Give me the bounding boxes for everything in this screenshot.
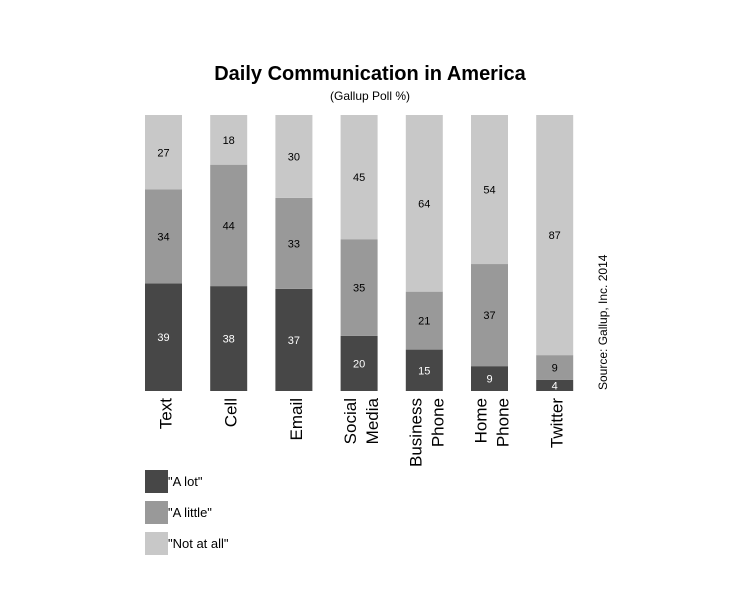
source-note: Source: Gallup, Inc. 2014 [596, 254, 610, 390]
data-label: 15 [418, 365, 430, 377]
bar-segment [471, 115, 508, 265]
data-label: 38 [223, 334, 235, 346]
legend: "A lot" "A little" "Not at all" [145, 470, 229, 555]
data-label: 27 [157, 147, 169, 159]
data-label: 54 [483, 185, 495, 197]
x-tick-label: Home [472, 398, 491, 443]
bar-segment [275, 197, 313, 289]
x-tick-label: Twitter [548, 398, 567, 448]
data-label: 21 [418, 316, 430, 328]
bar-segment [145, 283, 182, 391]
data-label: 34 [157, 231, 169, 243]
bar-segment [275, 288, 313, 391]
bar-segment [405, 349, 443, 391]
data-label: 9 [486, 374, 492, 386]
bar-segment [145, 189, 182, 284]
bar-segment [471, 366, 508, 391]
x-axis-labels: Text Cell Email Social Media Business Phone Hom… [157, 397, 567, 467]
legend-swatch [145, 470, 168, 493]
x-tick-label: Phone [494, 398, 513, 447]
bar-segment [340, 115, 378, 240]
bar-segment [340, 239, 378, 336]
data-label: 33 [288, 238, 300, 250]
bar-segment [145, 115, 182, 190]
data-label: 9 [552, 363, 558, 375]
x-tick-label: Email [287, 398, 306, 441]
data-label: 64 [418, 198, 430, 210]
data-label: 18 [223, 135, 235, 147]
data-label: 35 [353, 283, 365, 295]
bar-segment [210, 164, 248, 287]
data-label: 20 [353, 358, 365, 370]
bar-segment [340, 335, 378, 391]
x-tick-label: Text [157, 398, 176, 429]
legend-label: "A lot" [168, 474, 203, 489]
data-label: 30 [288, 151, 300, 163]
x-tick-label: Business [406, 398, 425, 467]
data-label: 39 [157, 332, 169, 344]
x-tick-label: Phone [428, 398, 447, 447]
bar-segment [536, 115, 574, 356]
data-label: 37 [288, 335, 300, 347]
legend-label: "A little" [168, 505, 212, 520]
bar-segment [275, 115, 313, 198]
bar-segment [405, 291, 443, 350]
data-label: 4 [552, 380, 558, 392]
legend-label: "Not at all" [168, 536, 229, 551]
legend-swatch [145, 501, 168, 524]
x-tick-label: Cell [222, 398, 241, 427]
x-tick-label: Social [341, 398, 360, 444]
x-tick-label: Media [363, 397, 382, 444]
bar-segment [405, 115, 443, 292]
bar-segment [471, 264, 508, 367]
legend-swatch [145, 532, 168, 555]
bar-segment [536, 355, 574, 380]
bars: 39 34 27 38 44 18 37 33 30 20 35 45 15 21 64 9 37 54 4 9 87 [145, 115, 574, 392]
chart-title: Daily Communication in America [214, 63, 526, 85]
bar-segment [536, 379, 574, 391]
data-label: 45 [353, 172, 365, 184]
bar-segment [210, 115, 248, 165]
chart-subtitle: (Gallup Poll %) [330, 89, 410, 103]
data-label: 37 [483, 310, 495, 322]
data-label: 44 [223, 220, 235, 232]
data-label: 87 [549, 230, 561, 242]
bar-segment [210, 286, 248, 391]
